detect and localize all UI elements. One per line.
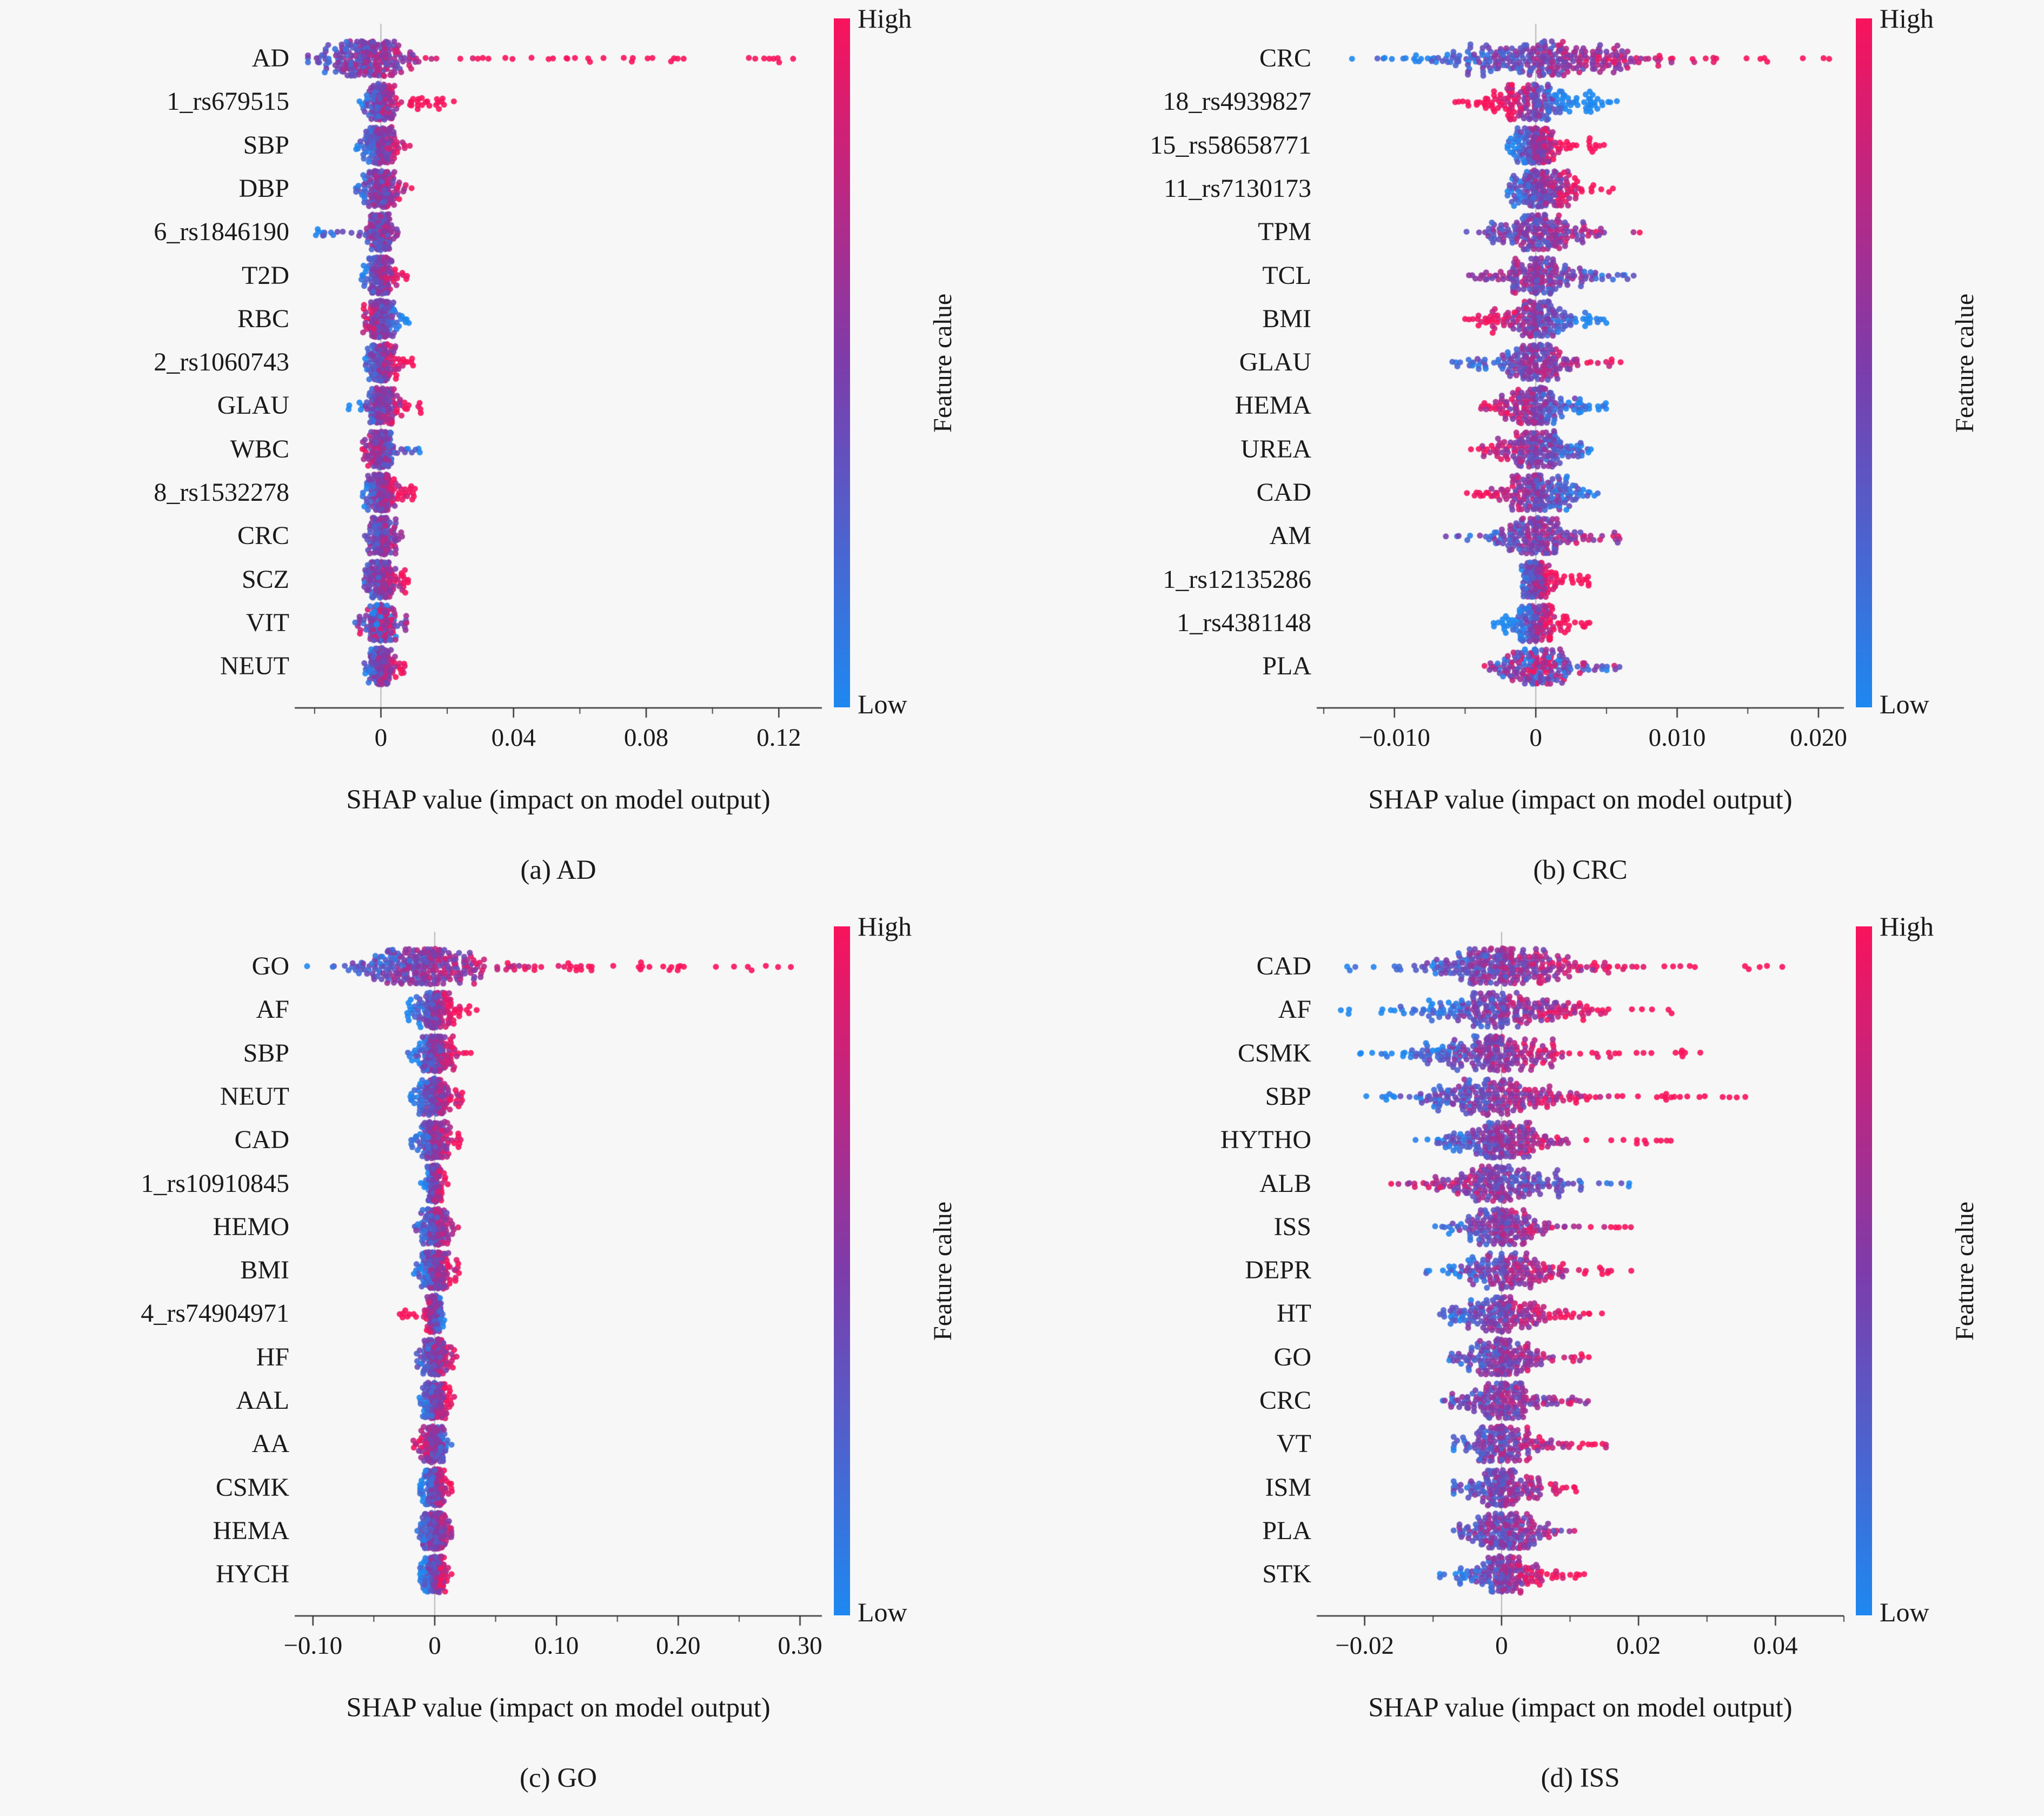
x-axis-label: SHAP value (impact on model output)	[346, 785, 771, 815]
colorbar-high-label: High	[1880, 911, 1934, 942]
feature-label: CRC	[1259, 1386, 1311, 1415]
subplot-caption: (b) CRC	[1533, 855, 1628, 885]
feature-label: VIT	[246, 608, 289, 637]
subplot-d: CAD AF CSMK SBP HYTHO ALB ISS DEPR HT GO CRC VT ISM P…	[1022, 908, 2044, 1816]
feature-label: VT	[1277, 1429, 1311, 1459]
feature-label: CAD	[234, 1125, 289, 1155]
subplot-a: AD 1_rs679515 SBP DBP 6_rs1846190 T2D RBC 2_rs1…	[0, 0, 1022, 908]
feature-label: SBP	[243, 1038, 289, 1068]
feature-label: AM	[1269, 521, 1311, 551]
feature-label: ISS	[1273, 1212, 1311, 1241]
feature-label: HYTHO	[1220, 1125, 1311, 1155]
feature-label: GO	[1273, 1342, 1311, 1371]
x-axis-label: SHAP value (impact on model output)	[346, 1693, 771, 1723]
subplot-c: GO AF SBP NEUT CAD 1_rs10910845 HEMO BMI 4_rs749…	[0, 908, 1022, 1816]
feature-label: T2D	[242, 261, 289, 290]
feature-label: TCL	[1262, 261, 1311, 290]
feature-label: 18_rs4939827	[1163, 87, 1311, 116]
feature-labels: CRC 18_rs4939827 15_rs58658771 11_rs7130173…	[1022, 0, 1311, 908]
feature-label: 1_rs679515	[167, 87, 289, 116]
subplot-caption: (c) GO	[519, 1763, 597, 1793]
colorbar-title: Feature calue	[1950, 293, 1979, 433]
colorbar-title: Feature calue	[928, 293, 957, 433]
feature-label: ISM	[1265, 1473, 1311, 1502]
feature-label: 4_rs74904971	[141, 1299, 289, 1328]
feature-label: HEMA	[213, 1516, 289, 1545]
feature-label: GLAU	[217, 391, 289, 420]
feature-label: DEPR	[1245, 1256, 1311, 1285]
feature-label: NEUT	[220, 1082, 289, 1111]
colorbar	[834, 18, 850, 707]
feature-label: GO	[251, 952, 289, 980]
x-axis-label: SHAP value (impact on model output)	[1368, 785, 1793, 815]
x-axis-label: SHAP value (impact on model output)	[1368, 1693, 1793, 1723]
feature-label: 15_rs58658771	[1150, 130, 1311, 160]
feature-label: 1_rs10910845	[141, 1169, 289, 1198]
feature-label: CAD	[1256, 478, 1311, 507]
feature-label: STK	[1262, 1560, 1311, 1589]
colorbar	[1856, 18, 1872, 707]
feature-label: WBC	[230, 434, 289, 463]
feature-label: BMI	[240, 1256, 289, 1285]
beeswarm-canvas	[1022, 908, 2044, 1816]
colorbar-title: Feature calue	[928, 1201, 957, 1341]
feature-label: HEMO	[213, 1212, 289, 1241]
feature-label: GLAU	[1239, 348, 1311, 377]
feature-label: CRC	[1259, 44, 1311, 72]
colorbar-low-label: Low	[1880, 1597, 1929, 1627]
feature-label: RBC	[237, 304, 289, 333]
feature-label: 8_rs1532278	[154, 478, 289, 507]
feature-label: NEUT	[220, 652, 289, 681]
colorbar-high-label: High	[858, 3, 912, 34]
feature-label: SBP	[1265, 1082, 1311, 1111]
subplot-caption: (d) ISS	[1541, 1763, 1620, 1793]
subplot-caption: (a) AD	[520, 855, 596, 885]
feature-label: CSMK	[1237, 1038, 1311, 1068]
feature-labels: AD 1_rs679515 SBP DBP 6_rs1846190 T2D RBC 2_rs1…	[0, 0, 289, 908]
beeswarm-canvas	[0, 908, 1022, 1816]
feature-label: HYCH	[215, 1560, 289, 1589]
feature-label: CRC	[237, 521, 289, 551]
feature-labels: CAD AF CSMK SBP HYTHO ALB ISS DEPR HT GO CRC VT ISM P…	[1022, 908, 1311, 1816]
feature-label: BMI	[1262, 304, 1311, 333]
feature-label: CSMK	[215, 1473, 289, 1502]
feature-label: 6_rs1846190	[154, 217, 289, 247]
colorbar-high-label: High	[1880, 3, 1934, 34]
feature-label: AF	[1278, 995, 1311, 1024]
feature-label: AD	[251, 44, 289, 72]
colorbar-title: Feature calue	[1950, 1201, 1979, 1341]
feature-label: DBP	[238, 174, 289, 203]
feature-label: UREA	[1240, 434, 1311, 463]
feature-label: PLA	[1262, 1516, 1311, 1545]
feature-label: AA	[251, 1429, 289, 1459]
beeswarm-canvas	[1022, 0, 2044, 908]
feature-label: CAD	[1256, 952, 1311, 980]
feature-label: 1_rs4381148	[1177, 608, 1311, 637]
feature-label: HT	[1277, 1299, 1311, 1328]
feature-label: SBP	[243, 130, 289, 160]
feature-label: 11_rs7130173	[1164, 174, 1311, 203]
feature-label: TPM	[1258, 217, 1311, 247]
feature-label: 1_rs12135286	[1163, 565, 1311, 594]
colorbar-low-label: Low	[858, 1597, 907, 1627]
colorbar-low-label: Low	[858, 689, 907, 719]
feature-label: 2_rs1060743	[154, 348, 289, 377]
colorbar-high-label: High	[858, 911, 912, 942]
subplot-b: CRC 18_rs4939827 15_rs58658771 11_rs7130173…	[1022, 0, 2044, 908]
feature-label: ALB	[1259, 1169, 1311, 1198]
feature-label: HEMA	[1235, 391, 1311, 420]
feature-label: AF	[256, 995, 289, 1024]
feature-label: AAL	[236, 1386, 289, 1415]
colorbar-low-label: Low	[1880, 689, 1929, 719]
feature-label: SCZ	[241, 565, 289, 594]
feature-label: HF	[256, 1342, 289, 1371]
feature-label: PLA	[1262, 652, 1311, 681]
colorbar	[1856, 926, 1872, 1615]
feature-labels: GO AF SBP NEUT CAD 1_rs10910845 HEMO BMI 4_rs749…	[0, 908, 289, 1816]
beeswarm-canvas	[0, 0, 1022, 908]
colorbar	[834, 926, 850, 1615]
